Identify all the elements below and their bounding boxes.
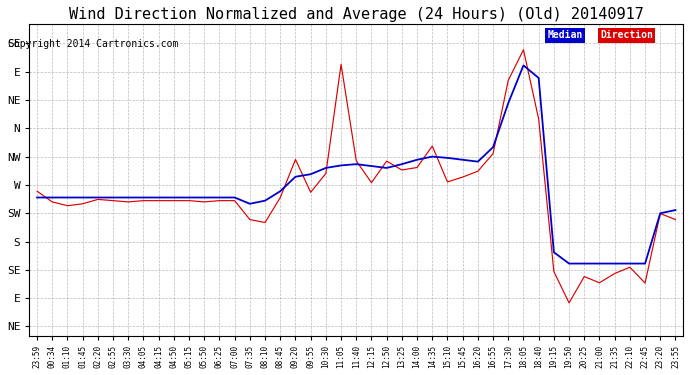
Text: Direction: Direction <box>600 30 653 40</box>
Text: Copyright 2014 Cartronics.com: Copyright 2014 Cartronics.com <box>8 39 179 49</box>
Title: Wind Direction Normalized and Average (24 Hours) (Old) 20140917: Wind Direction Normalized and Average (2… <box>69 7 644 22</box>
Text: Median: Median <box>548 30 583 40</box>
